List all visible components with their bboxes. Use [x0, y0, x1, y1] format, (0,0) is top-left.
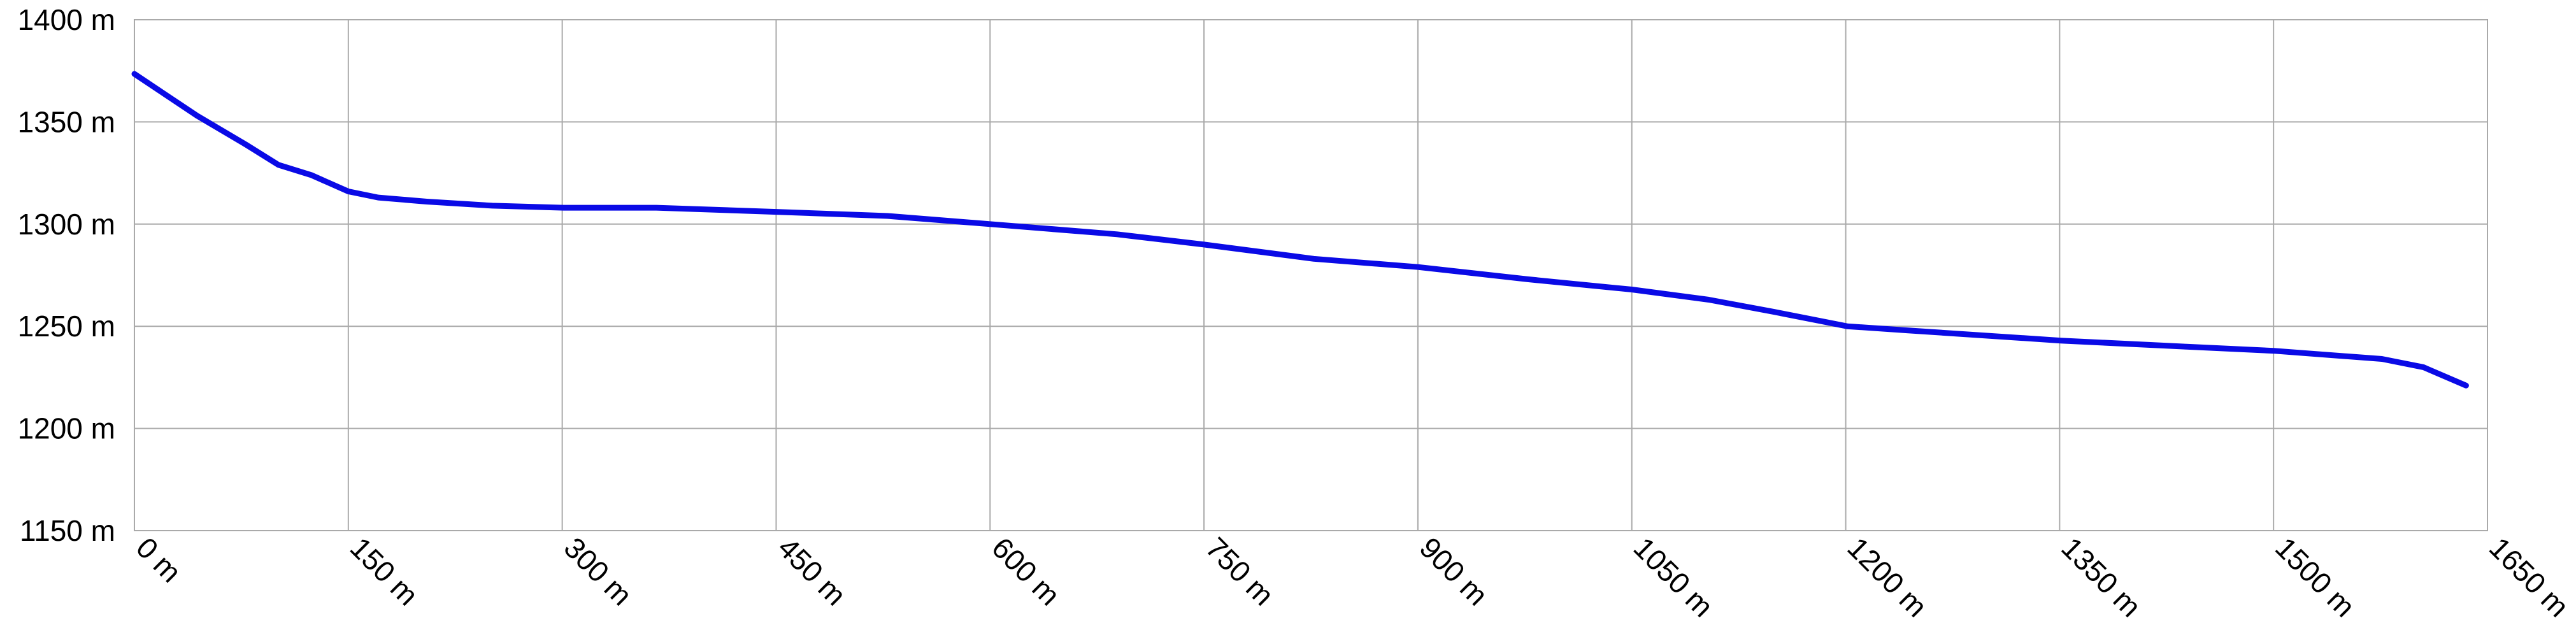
x-tick-label: 1050 m	[1628, 531, 1720, 623]
x-tick-label: 300 m	[558, 531, 639, 612]
x-tick-label: 450 m	[771, 531, 852, 612]
y-tick-label: 1400 m	[18, 3, 115, 36]
x-tick-label: 150 m	[344, 531, 425, 612]
elevation-line	[131, 71, 2469, 389]
x-tick-label: 1500 m	[2269, 531, 2361, 623]
y-tick-label: 1250 m	[18, 310, 115, 343]
x-tick-label: 750 m	[1199, 531, 1280, 612]
plot-area	[134, 19, 2488, 531]
x-tick-label: 1650 m	[2483, 531, 2575, 623]
x-tick-label: 1350 m	[2055, 531, 2147, 623]
x-tick-label: 0 m	[130, 531, 188, 589]
x-tick-label: 600 m	[985, 531, 1066, 612]
y-tick-label: 1300 m	[18, 208, 115, 241]
x-tick-label: 1200 m	[1841, 531, 1933, 623]
y-tick-label: 1150 m	[20, 514, 115, 547]
y-tick-label: 1350 m	[18, 105, 115, 138]
x-tick-label: 900 m	[1413, 531, 1494, 612]
y-tick-label: 1200 m	[18, 412, 115, 445]
